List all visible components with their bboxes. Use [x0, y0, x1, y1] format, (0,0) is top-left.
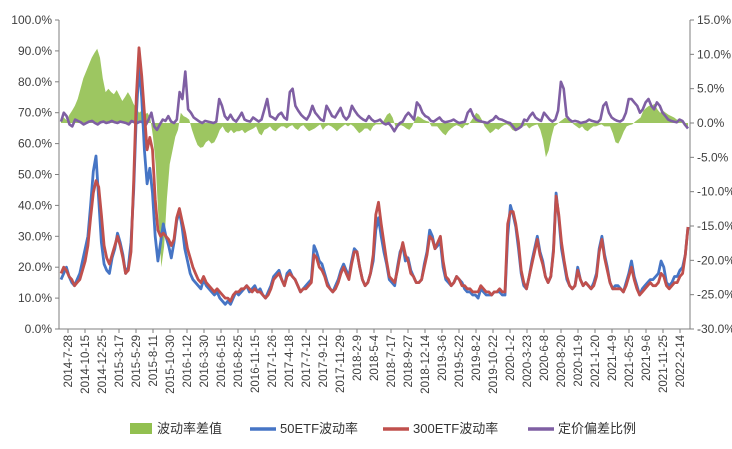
legend-label: 波动率差值 [157, 421, 222, 436]
x-tick-label: 2014-10-15 [80, 335, 92, 394]
x-tick-label: 2015-8-11 [148, 335, 160, 387]
x-tick-label: 2022-2-14 [675, 334, 687, 387]
x-tick-label: 2016-6-15 [216, 335, 228, 387]
left-tick-label: 20.0% [18, 260, 52, 274]
x-tick-label: 2015-5-29 [131, 335, 143, 387]
x-tick-label: 2021-9-6 [641, 335, 653, 381]
x-tick-label: 2016-11-15 [250, 335, 262, 393]
left-tick-label: 50.0% [18, 168, 52, 182]
x-tick-label: 2017-4-18 [284, 335, 296, 387]
x-tick-label: 2017-11-29 [335, 335, 347, 393]
left-tick-label: 10.0% [18, 291, 52, 305]
x-tick-label: 2016-1-12 [182, 335, 194, 387]
x-tick-label: 2019-3-6 [437, 335, 449, 381]
pricing-deviation-line [59, 70, 690, 133]
x-tick-label: 2020-8-20 [556, 335, 568, 387]
right-tick-label: 10.0% [697, 47, 731, 61]
legend-swatch [130, 423, 152, 434]
x-tick-label: 2020-6-8 [539, 335, 551, 381]
right-tick-label: 5.0% [697, 82, 725, 96]
x-tick-label: 2015-3-17 [114, 335, 126, 387]
left-tick-label: 30.0% [18, 229, 52, 243]
x-tick-label: 2018-12-14 [420, 334, 432, 393]
pricing-line-layer [59, 70, 690, 133]
left-tick-label: 100.0% [11, 13, 52, 27]
right-tick-label: -25.0% [697, 288, 732, 302]
left-tick-label: 60.0% [18, 137, 52, 151]
x-tick-label: 2021-1-20 [590, 335, 602, 387]
legend-label: 定价偏差比例 [558, 421, 636, 436]
etf300-volatility-line [59, 46, 690, 303]
x-tick-label: 2018-5-4 [369, 334, 381, 381]
left-axis-ticks: 0.0% 10.0% 20.0% 30.0% 40.0% 50.0% 60.0% 70.0% 8… [11, 13, 59, 336]
x-tick-label: 2018-2-9 [352, 335, 364, 381]
left-tick-label: 80.0% [18, 75, 52, 89]
x-tick-label: 2017-9-12 [318, 335, 330, 387]
left-tick-label: 0.0% [25, 322, 53, 336]
right-tick-label: -15.0% [697, 219, 732, 233]
x-tick-label: 2018-9-27 [403, 335, 415, 387]
x-tick-label: 2014-12-25 [97, 335, 109, 394]
x-tick-label: 2021-6-25 [624, 335, 636, 387]
x-tick-label: 2015-10-30 [165, 335, 177, 394]
right-tick-label: -10.0% [697, 185, 732, 199]
x-tick-label: 2020-1-2 [505, 335, 517, 381]
x-tick-label: 2017-7-12 [301, 335, 313, 387]
x-tick-label: 2019-5-22 [454, 335, 466, 387]
x-axis-ticks: 2014-7-28 2014-10-15 2014-12-25 2015-3-17 20… [63, 329, 687, 394]
right-axis-ticks: -30.0% -25.0% -20.0% -15.0% -10.0% -5.0% 0.0% 5… [690, 13, 732, 336]
right-tick-label: -5.0% [697, 150, 729, 164]
x-tick-label: 2020-11-9 [573, 335, 585, 387]
left-tick-label: 70.0% [18, 106, 52, 120]
x-tick-label: 2021-4-9 [607, 335, 619, 381]
x-tick-label: 2019-10-22 [488, 335, 500, 394]
legend-label: 300ETF波动率 [413, 421, 498, 436]
right-tick-label: 15.0% [697, 13, 731, 27]
left-tick-label: 90.0% [18, 44, 52, 58]
x-tick-label: 2017-1-26 [267, 335, 279, 387]
x-tick-label: 2018-7-17 [386, 335, 398, 387]
x-tick-label: 2014-7-28 [63, 335, 75, 387]
legend-label: 50ETF波动率 [280, 421, 358, 436]
x-tick-label: 2021-11-25 [658, 335, 670, 393]
right-tick-label: -30.0% [697, 322, 732, 336]
right-tick-label: -20.0% [697, 253, 732, 267]
x-tick-label: 2016-8-25 [233, 335, 245, 387]
x-tick-label: 2020-3-23 [522, 335, 534, 387]
left-tick-label: 40.0% [18, 198, 52, 212]
x-tick-label: 2019-8-2 [471, 335, 483, 381]
x-tick-label: 2016-3-30 [199, 335, 211, 387]
right-tick-label: 0.0% [697, 116, 725, 130]
legend: 波动率差值 50ETF波动率 300ETF波动率 定价偏差比例 [130, 421, 636, 436]
etf300-line-layer [59, 46, 690, 303]
